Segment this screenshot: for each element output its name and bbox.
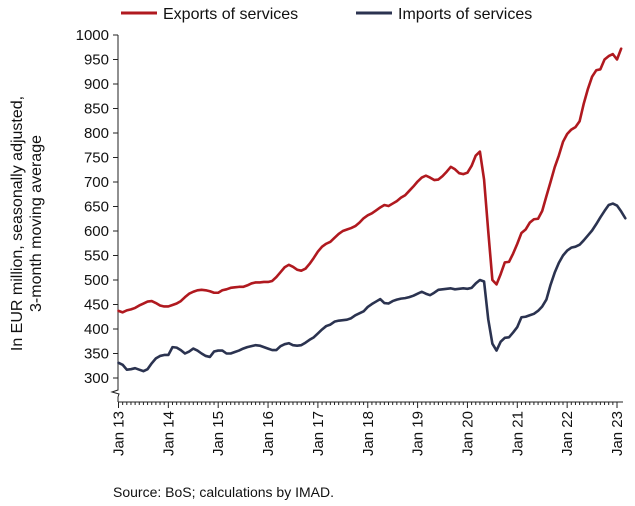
x-tick-label: Jan 13 (111, 411, 128, 456)
x-tick-label: Jan 16 (260, 411, 277, 456)
y-axis-title-line-2: 3-month moving average (28, 135, 45, 312)
y-axis-title-line-1: In EUR million, seasonally adjusted, (9, 96, 26, 351)
y-tick-label: 650 (84, 199, 109, 216)
source-note: Source: BoS; calculations by IMAD. (113, 484, 334, 500)
y-tick-label: 500 (84, 272, 109, 289)
y-tick-label: 600 (84, 223, 109, 240)
y-tick-label: 450 (84, 297, 109, 314)
y-tick-label: 1000 (76, 27, 109, 44)
x-tick-label: Jan 14 (160, 411, 177, 456)
y-tick-label: 800 (84, 125, 109, 142)
y-tick-label: 750 (84, 150, 109, 167)
axes (110, 35, 623, 403)
legend: Exports of services Imports of services (121, 6, 532, 23)
y-axis-break (110, 378, 120, 402)
legend-label: Exports of services (163, 6, 298, 23)
y-tick-label: 350 (84, 346, 109, 363)
x-tick-label: Jan 17 (310, 411, 327, 456)
y-tick-label: 900 (84, 76, 109, 93)
y-axis-title: In EUR million, seasonally adjusted, 3-mo… (9, 96, 45, 351)
x-tick-label: Jan 22 (559, 411, 576, 456)
y-tick-label: 400 (84, 321, 109, 338)
imports-line (117, 202, 627, 373)
legend-label: Imports of services (398, 6, 532, 23)
x-tick-label: Jan 18 (360, 411, 377, 456)
x-tick-label: Jan 23 (609, 411, 626, 456)
x-ticks: Jan 13 Jan 14 Jan 15 Jan 16 Jan 17 Jan 18 Jan … (111, 402, 626, 456)
y-tick-label: 700 (84, 174, 109, 191)
y-ticks: 300 350 400 450 500 550 600 650 700 750 800 850 900 9… (76, 27, 118, 387)
exports-line (117, 47, 623, 314)
x-tick-label: Jan 21 (509, 411, 526, 456)
y-tick-label: 950 (84, 52, 109, 69)
y-tick-label: 550 (84, 248, 109, 265)
x-tick-label: Jan 19 (410, 411, 427, 456)
x-tick-label: Jan 20 (459, 411, 476, 456)
y-tick-label: 300 (84, 370, 109, 387)
series-lines (117, 47, 627, 373)
x-tick-label: Jan 15 (210, 411, 227, 456)
y-tick-label: 850 (84, 101, 109, 118)
